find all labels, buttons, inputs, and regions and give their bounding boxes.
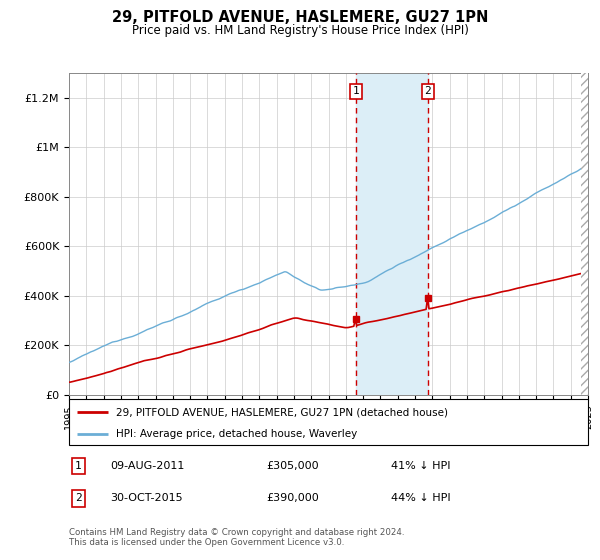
Text: 09-AUG-2011: 09-AUG-2011 — [110, 461, 185, 471]
Text: 44% ↓ HPI: 44% ↓ HPI — [391, 493, 451, 503]
FancyBboxPatch shape — [69, 399, 588, 445]
Text: 29, PITFOLD AVENUE, HASLEMERE, GU27 1PN: 29, PITFOLD AVENUE, HASLEMERE, GU27 1PN — [112, 10, 488, 25]
Text: 1: 1 — [75, 461, 82, 471]
Text: 2: 2 — [75, 493, 82, 503]
Text: 41% ↓ HPI: 41% ↓ HPI — [391, 461, 450, 471]
Text: Price paid vs. HM Land Registry's House Price Index (HPI): Price paid vs. HM Land Registry's House … — [131, 24, 469, 36]
Bar — [356, 73, 428, 395]
Text: 2: 2 — [425, 86, 431, 96]
Text: Contains HM Land Registry data © Crown copyright and database right 2024.
This d: Contains HM Land Registry data © Crown c… — [69, 528, 404, 547]
Text: 30-OCT-2015: 30-OCT-2015 — [110, 493, 183, 503]
Text: £305,000: £305,000 — [266, 461, 319, 471]
Text: HPI: Average price, detached house, Waverley: HPI: Average price, detached house, Wave… — [116, 429, 357, 438]
Text: 29, PITFOLD AVENUE, HASLEMERE, GU27 1PN (detached house): 29, PITFOLD AVENUE, HASLEMERE, GU27 1PN … — [116, 407, 448, 417]
Text: 1: 1 — [352, 86, 359, 96]
Text: £390,000: £390,000 — [266, 493, 319, 503]
